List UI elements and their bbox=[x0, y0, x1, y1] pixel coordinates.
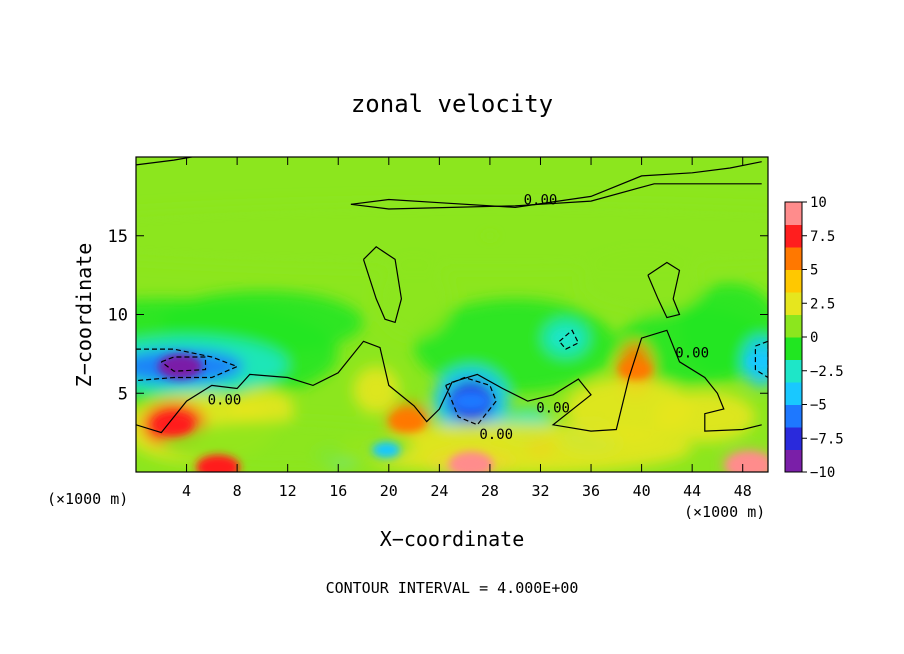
colorbar-swatch bbox=[785, 269, 802, 293]
contour-lines: 0.00 0.00 0.00 0.00 0.00 bbox=[136, 157, 768, 443]
contour-negative bbox=[445, 376, 497, 426]
contour-label: 0.00 bbox=[479, 427, 513, 443]
colorbar-tick-label: 7.5 bbox=[810, 229, 835, 245]
contour-zero-top-left bbox=[136, 157, 196, 166]
colorbar-tick-label: 10 bbox=[810, 195, 827, 211]
x-tick-label: 24 bbox=[430, 482, 448, 500]
chart-title: zonal velocity bbox=[351, 90, 553, 118]
x-axis-label: X−coordinate bbox=[380, 527, 525, 551]
contour-negative-core bbox=[160, 356, 207, 372]
colorbar-tick-label: −10 bbox=[810, 465, 835, 481]
field-patch bbox=[136, 201, 768, 271]
x-axis: 4 8 12 16 20 24 28 32 36 40 44 48 bbox=[182, 157, 752, 500]
y-tick-label: 10 bbox=[108, 306, 128, 326]
field-feature bbox=[196, 455, 240, 472]
field-feature bbox=[372, 442, 401, 458]
x-tick-label: 28 bbox=[481, 482, 499, 500]
field-feature bbox=[453, 391, 489, 412]
velocity-field bbox=[136, 157, 768, 472]
field-feature bbox=[482, 231, 498, 240]
field-feature bbox=[157, 353, 203, 380]
colorbar-swatch bbox=[785, 247, 802, 270]
x-tick-label: 8 bbox=[233, 482, 242, 500]
colorbar-tick-label: 5 bbox=[810, 263, 818, 279]
contour-interval-note: CONTOUR INTERVAL = 4.000E+00 bbox=[326, 579, 579, 597]
colorbar-swatch bbox=[785, 224, 802, 248]
colorbar-tick-label: 2.5 bbox=[810, 296, 835, 312]
field-smooth-layer bbox=[136, 201, 768, 472]
field-feature bbox=[389, 411, 426, 432]
field-feature bbox=[619, 360, 652, 379]
y-tick-label: 5 bbox=[118, 384, 128, 404]
field-feature bbox=[154, 413, 194, 436]
x-tick-label: 36 bbox=[582, 482, 600, 500]
colorbar-swatch bbox=[785, 404, 802, 428]
x-tick-label: 44 bbox=[683, 482, 701, 500]
colorbar-tick-label: −5 bbox=[810, 398, 827, 414]
field-patch bbox=[161, 420, 415, 468]
x-tick-label: 48 bbox=[734, 482, 752, 500]
colorbar-swatch bbox=[785, 449, 802, 473]
x-tick-label: 20 bbox=[380, 482, 398, 500]
colorbar-swatch bbox=[785, 314, 802, 338]
field-patch bbox=[578, 251, 705, 315]
field-patch bbox=[376, 259, 452, 339]
x-tick-label: 16 bbox=[329, 482, 347, 500]
x-unit-right: (×1000 m) bbox=[684, 503, 765, 521]
x-tick-label: 12 bbox=[279, 482, 297, 500]
colorbar-tick-label: −7.5 bbox=[810, 431, 844, 447]
field-patch bbox=[230, 388, 294, 430]
contour-zero-top-lower bbox=[350, 183, 762, 210]
field-core-layer bbox=[154, 231, 768, 472]
colorbar-swatch bbox=[785, 382, 802, 405]
contour-negative bbox=[754, 340, 768, 379]
x-tick-label: 32 bbox=[531, 482, 549, 500]
contour-zero-lower bbox=[136, 329, 762, 434]
contour-negative bbox=[558, 329, 580, 350]
contour-label: 0.00 bbox=[536, 400, 570, 416]
x-unit-left: (×1000 m) bbox=[47, 490, 128, 508]
field-patch bbox=[338, 423, 693, 472]
colorbar-swatch bbox=[785, 202, 802, 225]
y-axis: 5 10 15 bbox=[108, 227, 768, 404]
colorbar-tick-label: −2.5 bbox=[810, 364, 844, 380]
contour-label: 0.00 bbox=[675, 345, 709, 361]
field-feature bbox=[726, 453, 768, 472]
field-patch bbox=[353, 366, 399, 414]
x-tick-label: 40 bbox=[633, 482, 651, 500]
colorbar-swatch bbox=[785, 337, 802, 360]
field-feature bbox=[747, 353, 768, 370]
colorbar-tick-label: 0 bbox=[810, 330, 818, 346]
contour-zero-top bbox=[350, 161, 762, 209]
colorbar-swatch bbox=[785, 359, 802, 383]
y-axis-label: Z−coordinate bbox=[72, 243, 96, 388]
field-feature bbox=[448, 451, 494, 472]
contour-label: 0.00 bbox=[208, 393, 242, 409]
contour-zero-island bbox=[647, 261, 681, 319]
colorbar: 10 7.5 5 2.5 0 −2.5 −5 −7.5 −10 bbox=[784, 195, 844, 481]
colorbar-swatch bbox=[785, 292, 802, 315]
contour-zero-island bbox=[362, 246, 403, 324]
contour-label: 0.00 bbox=[524, 193, 558, 209]
colorbar-swatch bbox=[785, 427, 802, 450]
x-tick-label: 4 bbox=[182, 482, 191, 500]
contour-negative bbox=[136, 348, 239, 382]
y-tick-label: 15 bbox=[108, 227, 128, 247]
